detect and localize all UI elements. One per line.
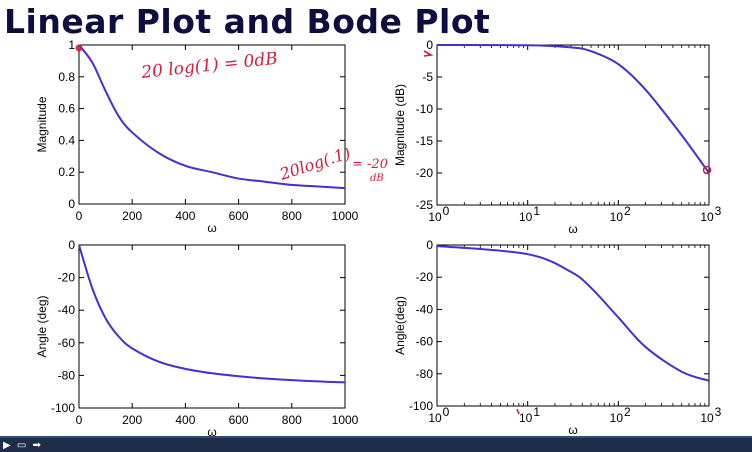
x-tick-label: 200 bbox=[122, 209, 142, 223]
y-tick-label: -80 bbox=[416, 367, 434, 381]
x-axis-label: ω bbox=[207, 425, 216, 439]
annotation-marker-start bbox=[75, 44, 83, 52]
y-tick-label: -100 bbox=[409, 399, 433, 413]
y-tick-label: 0 bbox=[68, 238, 75, 252]
x-tick-label: 800 bbox=[282, 413, 302, 427]
chart-linear-magnitude: 0 200 400 600 800 1000 0 0.2 0.4 0.6 0.8 1 ω Magnitud… bbox=[35, 38, 359, 235]
x-tick-label: 0 bbox=[76, 209, 83, 223]
x-tick-label: 0 bbox=[76, 413, 83, 427]
x-tick-label-exponent: 3 bbox=[715, 405, 722, 419]
y-axis-label: Magnitude bbox=[35, 96, 49, 152]
y-axis-label: Angle(deg) bbox=[393, 296, 407, 355]
x-tick-label: 10 bbox=[519, 210, 533, 224]
y-tick-label: 0.4 bbox=[58, 133, 75, 147]
x-tick-label-exponent: 1 bbox=[533, 204, 540, 218]
chart-linear-phase: 0 200 400 600 800 1000 0 -20 -40 -60 -80 -100 ω Angle… bbox=[35, 238, 359, 439]
x-tick-label-exponent: 3 bbox=[715, 204, 722, 218]
y-tick-label: -15 bbox=[416, 134, 434, 148]
x-tick-label: 1000 bbox=[332, 413, 359, 427]
annotation-minus20: = -20 bbox=[352, 157, 388, 172]
y-tick-label: -40 bbox=[58, 303, 76, 317]
plot-frame bbox=[436, 244, 710, 407]
y-axis-label: Angle (deg) bbox=[35, 295, 49, 357]
presentation-bottom-bar bbox=[0, 436, 752, 452]
plot-frame bbox=[436, 44, 710, 206]
x-tick-label: 10 bbox=[610, 210, 624, 224]
y-tick-label: -25 bbox=[416, 198, 434, 212]
y-tick-label: -10 bbox=[416, 102, 434, 116]
series-line bbox=[436, 244, 710, 382]
x-tick-label: 10 bbox=[428, 210, 442, 224]
y-tick-label: -60 bbox=[58, 336, 76, 350]
slide-title: Linear Plot and Bode Plot bbox=[4, 2, 491, 41]
x-tick-label: 10 bbox=[610, 411, 624, 425]
next-arrow-icon[interactable]: ➡ bbox=[32, 440, 41, 451]
x-axis-label: ω bbox=[568, 423, 577, 437]
y-tick-label: 0 bbox=[426, 38, 433, 52]
y-tick-label: -100 bbox=[51, 401, 75, 415]
x-tick-label: 10 bbox=[700, 210, 714, 224]
y-tick-label: 0 bbox=[426, 238, 433, 252]
y-tick-label: -40 bbox=[416, 302, 434, 316]
y-tick-label: -20 bbox=[416, 166, 434, 180]
series-line bbox=[78, 44, 346, 190]
x-tick-label: 400 bbox=[175, 413, 195, 427]
x-tick-label: 600 bbox=[229, 413, 249, 427]
y-tick-label: 0.2 bbox=[58, 165, 75, 179]
y-tick-label: -20 bbox=[58, 271, 76, 285]
y-tick-label: -60 bbox=[416, 335, 434, 349]
x-tick-label: 1000 bbox=[332, 209, 359, 223]
annotation-db-unit: dB bbox=[370, 173, 384, 184]
x-tick-label-exponent: 2 bbox=[624, 204, 631, 218]
x-tick-label: 10 bbox=[519, 411, 533, 425]
y-tick-label: 1 bbox=[68, 38, 75, 52]
x-tick-label: 10 bbox=[428, 411, 442, 425]
x-tick-label-exponent: 2 bbox=[624, 405, 631, 419]
y-tick-label: 0.6 bbox=[58, 102, 75, 116]
axes-layer: 0 200 400 600 800 100000.20.40.60.81ωMagnitud… bbox=[35, 38, 722, 439]
y-tick-label: -5 bbox=[422, 70, 433, 84]
x-axis-label: ω bbox=[568, 222, 577, 236]
y-tick-label: 0 bbox=[68, 197, 75, 211]
plot-frame bbox=[78, 44, 346, 205]
y-tick-label: -20 bbox=[416, 270, 434, 284]
x-tick-label-exponent: 0 bbox=[443, 405, 450, 419]
screen-icon[interactable]: ▭ bbox=[16, 440, 27, 451]
x-axis-label: ω bbox=[207, 221, 216, 235]
x-tick-label: 400 bbox=[175, 209, 195, 223]
slide-nav: ▶ ▭ ➡ bbox=[3, 440, 44, 451]
x-tick-label: 800 bbox=[282, 209, 302, 223]
x-tick-label-exponent: 1 bbox=[533, 405, 540, 419]
y-tick-label: -80 bbox=[58, 368, 76, 382]
series-line bbox=[436, 43, 710, 174]
x-tick-label-exponent: 0 bbox=[443, 204, 450, 218]
x-tick-label: 600 bbox=[229, 209, 249, 223]
y-axis-label: Magnitude (dB) bbox=[393, 84, 407, 166]
series-line bbox=[78, 244, 346, 384]
plot-frame bbox=[78, 244, 346, 409]
annotation-tick-mark bbox=[516, 408, 520, 415]
annotation-marker-end bbox=[702, 165, 712, 175]
play-icon[interactable]: ▶ bbox=[3, 440, 11, 451]
annotation-arrow-left bbox=[423, 50, 434, 57]
y-tick-label: 0.8 bbox=[58, 70, 75, 84]
x-tick-label: 200 bbox=[122, 413, 142, 427]
x-tick-label: 10 bbox=[700, 411, 714, 425]
